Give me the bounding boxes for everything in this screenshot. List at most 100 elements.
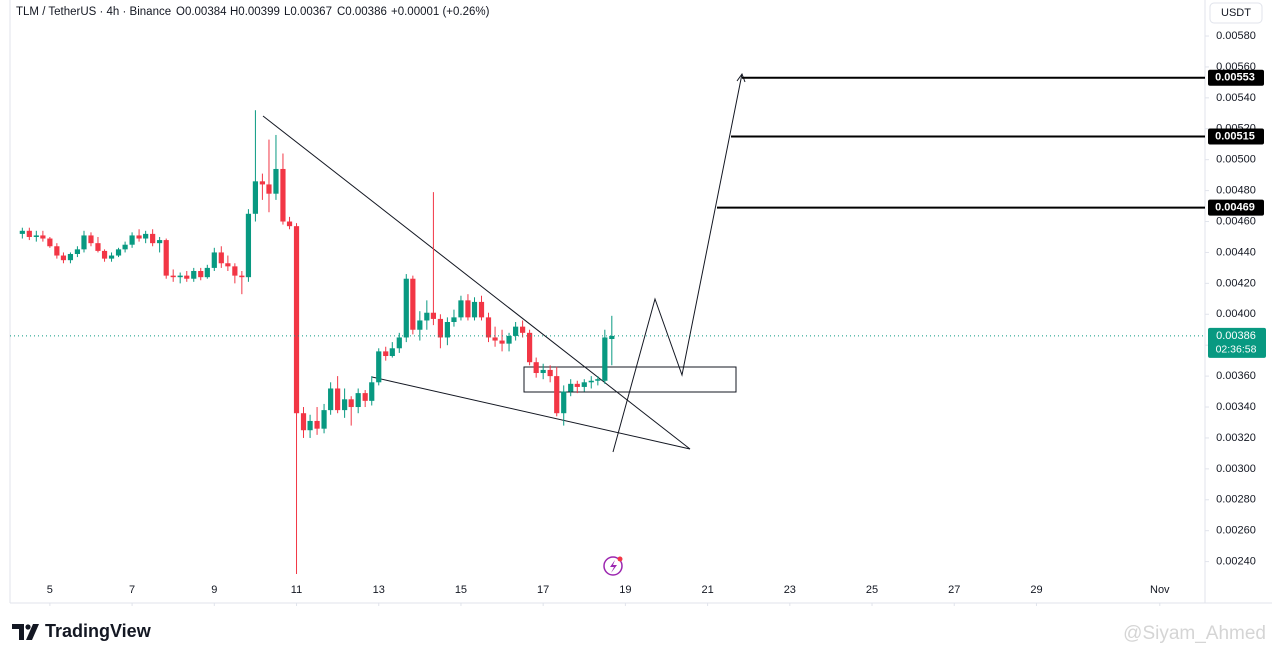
candle-body: [259, 181, 266, 185]
candle-body: [389, 348, 395, 357]
candle-body: [348, 399, 354, 408]
y-tick-label: 0.00400: [1216, 308, 1256, 320]
candle-body: [574, 383, 580, 387]
candle-body: [581, 382, 587, 387]
candle-body: [108, 255, 115, 259]
candle-body: [485, 317, 492, 338]
trend-line: [262, 115, 691, 450]
candle-body: [95, 243, 101, 251]
x-tick-label: 15: [455, 584, 467, 596]
candle-body: [465, 300, 471, 318]
watermark: @Siyam_Ahmed: [1123, 623, 1266, 644]
y-tick-label: 0.00240: [1216, 556, 1256, 568]
x-tick-label: 5: [47, 584, 53, 596]
symbol: TLM / TetherUS · 4h · Binance: [16, 6, 171, 18]
candle-body: [458, 300, 464, 318]
candle-body: [101, 250, 108, 259]
currency[interactable]: USDT: [1221, 7, 1251, 19]
y-tick-label: 0.00320: [1216, 432, 1256, 444]
ohlc-low: L0.00367: [284, 6, 332, 18]
ohlc-high: H0.00399: [230, 6, 280, 18]
candle-body: [252, 181, 259, 214]
candle-body: [266, 184, 272, 194]
candle-body: [533, 362, 539, 374]
y-tick-label: 0.00480: [1216, 185, 1256, 197]
candle-body: [328, 388, 334, 411]
drawings: [262, 72, 746, 453]
candle-body: [376, 351, 382, 383]
candle-body: [204, 267, 210, 278]
candle-body: [273, 168, 279, 194]
arrow-head: [736, 72, 746, 83]
candle-body: [609, 335, 615, 340]
logo-mark: [26, 624, 39, 640]
level-label: 0.00469: [1215, 202, 1255, 214]
candle-body: [129, 235, 135, 245]
x-tick-label: 25: [866, 584, 878, 596]
x-tick-label: 27: [948, 584, 960, 596]
logo-mark: [12, 624, 24, 640]
logo-dot: [25, 624, 31, 630]
candle-body: [307, 420, 313, 431]
x-tick-label: 7: [129, 584, 135, 596]
candle-body: [40, 235, 46, 239]
x-tick-label: 13: [373, 584, 385, 596]
header: TLM / TetherUS · 4h · Binance O0.00384 H…: [16, 6, 490, 18]
x-tick-label: 19: [619, 584, 631, 596]
candle-body: [595, 379, 601, 381]
candle-body: [355, 393, 361, 408]
candle-body: [47, 238, 53, 247]
candle-body: [177, 275, 183, 278]
candle-body: [74, 249, 81, 254]
y-tick-label: 0.00580: [1216, 30, 1256, 42]
candle-body: [218, 252, 224, 264]
candle-body: [81, 235, 87, 250]
candle-body: [115, 249, 122, 256]
level-label-box: [1208, 128, 1264, 145]
trend-line: [371, 376, 691, 450]
level-label: 0.00515: [1215, 130, 1255, 142]
x-tick-label: 29: [1030, 584, 1042, 596]
candle-body: [451, 317, 457, 323]
ohlc-close: C0.00386: [337, 6, 387, 18]
candle-body: [417, 320, 423, 330]
countdown: 02:36:58: [1216, 344, 1257, 356]
y-tick-label: 0.00440: [1216, 246, 1256, 258]
candle-body: [335, 388, 341, 411]
candle-body: [280, 168, 286, 222]
brand-name: TradingView: [45, 621, 152, 641]
x-tick-label: 9: [211, 584, 217, 596]
candle-body: [437, 318, 443, 338]
candle-body: [67, 253, 74, 261]
candle-body: [293, 226, 300, 414]
candle-body: [342, 399, 348, 411]
candle-body: [191, 270, 197, 279]
ohlc-open: O0.00384: [176, 6, 227, 18]
candle-body: [424, 312, 430, 321]
icon-bolt: [610, 560, 617, 573]
candle-body: [499, 340, 505, 344]
candle-body: [561, 391, 567, 414]
currency-box[interactable]: [1209, 2, 1263, 24]
candle-body: [245, 213, 252, 278]
candle-body: [396, 337, 402, 349]
x-tick-label: Nov: [1150, 584, 1170, 596]
lightning-icon[interactable]: [603, 556, 623, 576]
y-tick-label: 0.00500: [1216, 154, 1256, 166]
level-label-box: [1208, 199, 1264, 216]
candle-body: [163, 240, 169, 276]
projection-path: [612, 73, 743, 453]
candle-body: [410, 278, 416, 330]
x-tick-label: 21: [701, 584, 713, 596]
candle-body: [471, 301, 478, 318]
zone-box: [523, 366, 737, 393]
candle-body: [588, 380, 594, 383]
candle-body: [321, 410, 327, 429]
y-tick-label: 0.00280: [1216, 494, 1256, 506]
y-tick-label: 0.00260: [1216, 525, 1256, 537]
level-label-box: [1208, 69, 1264, 86]
price-label-box: [1208, 327, 1266, 358]
icon-dot: [617, 556, 623, 562]
